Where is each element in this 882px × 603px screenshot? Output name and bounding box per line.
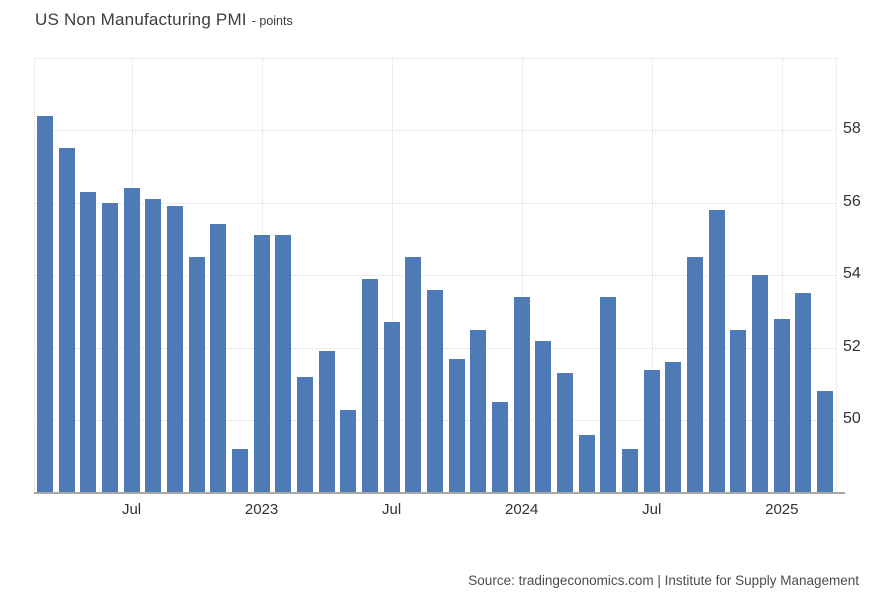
bar-mar-2023[interactable] [296,376,313,493]
gridline-y-54 [34,275,836,277]
bar-jan-2025[interactable] [773,318,790,493]
y-axis-label-52: 52 [843,337,861,355]
bar-feb-2025[interactable] [795,293,812,493]
bar-jul-2023[interactable] [383,322,400,493]
gridline-x-jul-2024 [651,57,653,493]
bar-aug-2022[interactable] [145,199,162,493]
bar-aug-2024[interactable] [665,362,682,493]
y-axis-label-54: 54 [843,265,861,283]
x-axis-label-jan-2024: 2024 [505,501,539,518]
gridline-x-jul-2023 [391,57,393,493]
bar-mar-2022[interactable] [36,115,53,493]
y-axis-label-56: 56 [843,192,861,210]
bar-jul-2022[interactable] [123,188,140,493]
bar-mar-2025[interactable] [817,391,834,493]
bar-apr-2023[interactable] [318,351,335,493]
y-axis-label-50: 50 [843,410,861,428]
source-attribution: Source: tradingeconomics.com | Institute… [468,573,859,588]
bar-apr-2022[interactable] [58,148,75,493]
chart-title: US Non Manufacturing PMI - points [35,10,293,30]
gridline-y-60 [34,57,836,59]
plot-right-border [836,57,837,493]
gridline-y-58 [34,130,836,132]
x-axis-label-jan-2025: 2025 [765,501,799,518]
bar-mar-2024[interactable] [557,373,574,493]
bar-dec-2023[interactable] [492,402,509,493]
bar-feb-2023[interactable] [275,235,292,493]
bar-oct-2023[interactable] [448,358,465,493]
y-axis-label-58: 58 [843,120,861,138]
bar-jun-2023[interactable] [361,278,378,493]
bar-oct-2024[interactable] [708,209,725,493]
bar-oct-2022[interactable] [188,257,205,493]
bar-aug-2023[interactable] [405,257,422,493]
bar-sep-2023[interactable] [427,289,443,493]
chart-title-text: US Non Manufacturing PMI [35,10,247,29]
bar-feb-2024[interactable] [535,340,552,493]
chart-title-unit: - points [251,14,293,28]
bar-jul-2024[interactable] [643,369,660,493]
x-axis-label-jan-2023: 2023 [244,501,279,518]
bar-jan-2024[interactable] [513,297,530,493]
x-axis-label-jul-2022: Jul [121,501,142,518]
bar-apr-2024[interactable] [578,434,595,493]
plot-left-border [34,57,35,493]
gridline-y-56 [34,202,836,204]
bar-jun-2024[interactable] [622,449,639,493]
bar-sep-2022[interactable] [166,206,183,493]
bar-may-2024[interactable] [600,297,617,493]
bar-may-2023[interactable] [340,409,357,493]
bar-sep-2024[interactable] [687,257,704,493]
bar-dec-2024[interactable] [752,275,769,493]
x-axis-label-jul-2023: Jul [382,501,402,518]
x-axis-label-jul-2024: Jul [642,501,662,518]
bar-nov-2023[interactable] [470,329,487,493]
bar-may-2022[interactable] [80,191,97,493]
bar-dec-2022[interactable] [231,449,248,493]
bar-nov-2022[interactable] [210,224,227,493]
bar-jan-2023[interactable] [253,235,270,493]
x-axis-line [34,492,845,494]
bar-jun-2022[interactable] [101,202,118,493]
bar-nov-2024[interactable] [730,329,747,493]
gridline-x-jan-2024 [521,57,523,493]
gridline-x-jan-2025 [781,57,783,493]
